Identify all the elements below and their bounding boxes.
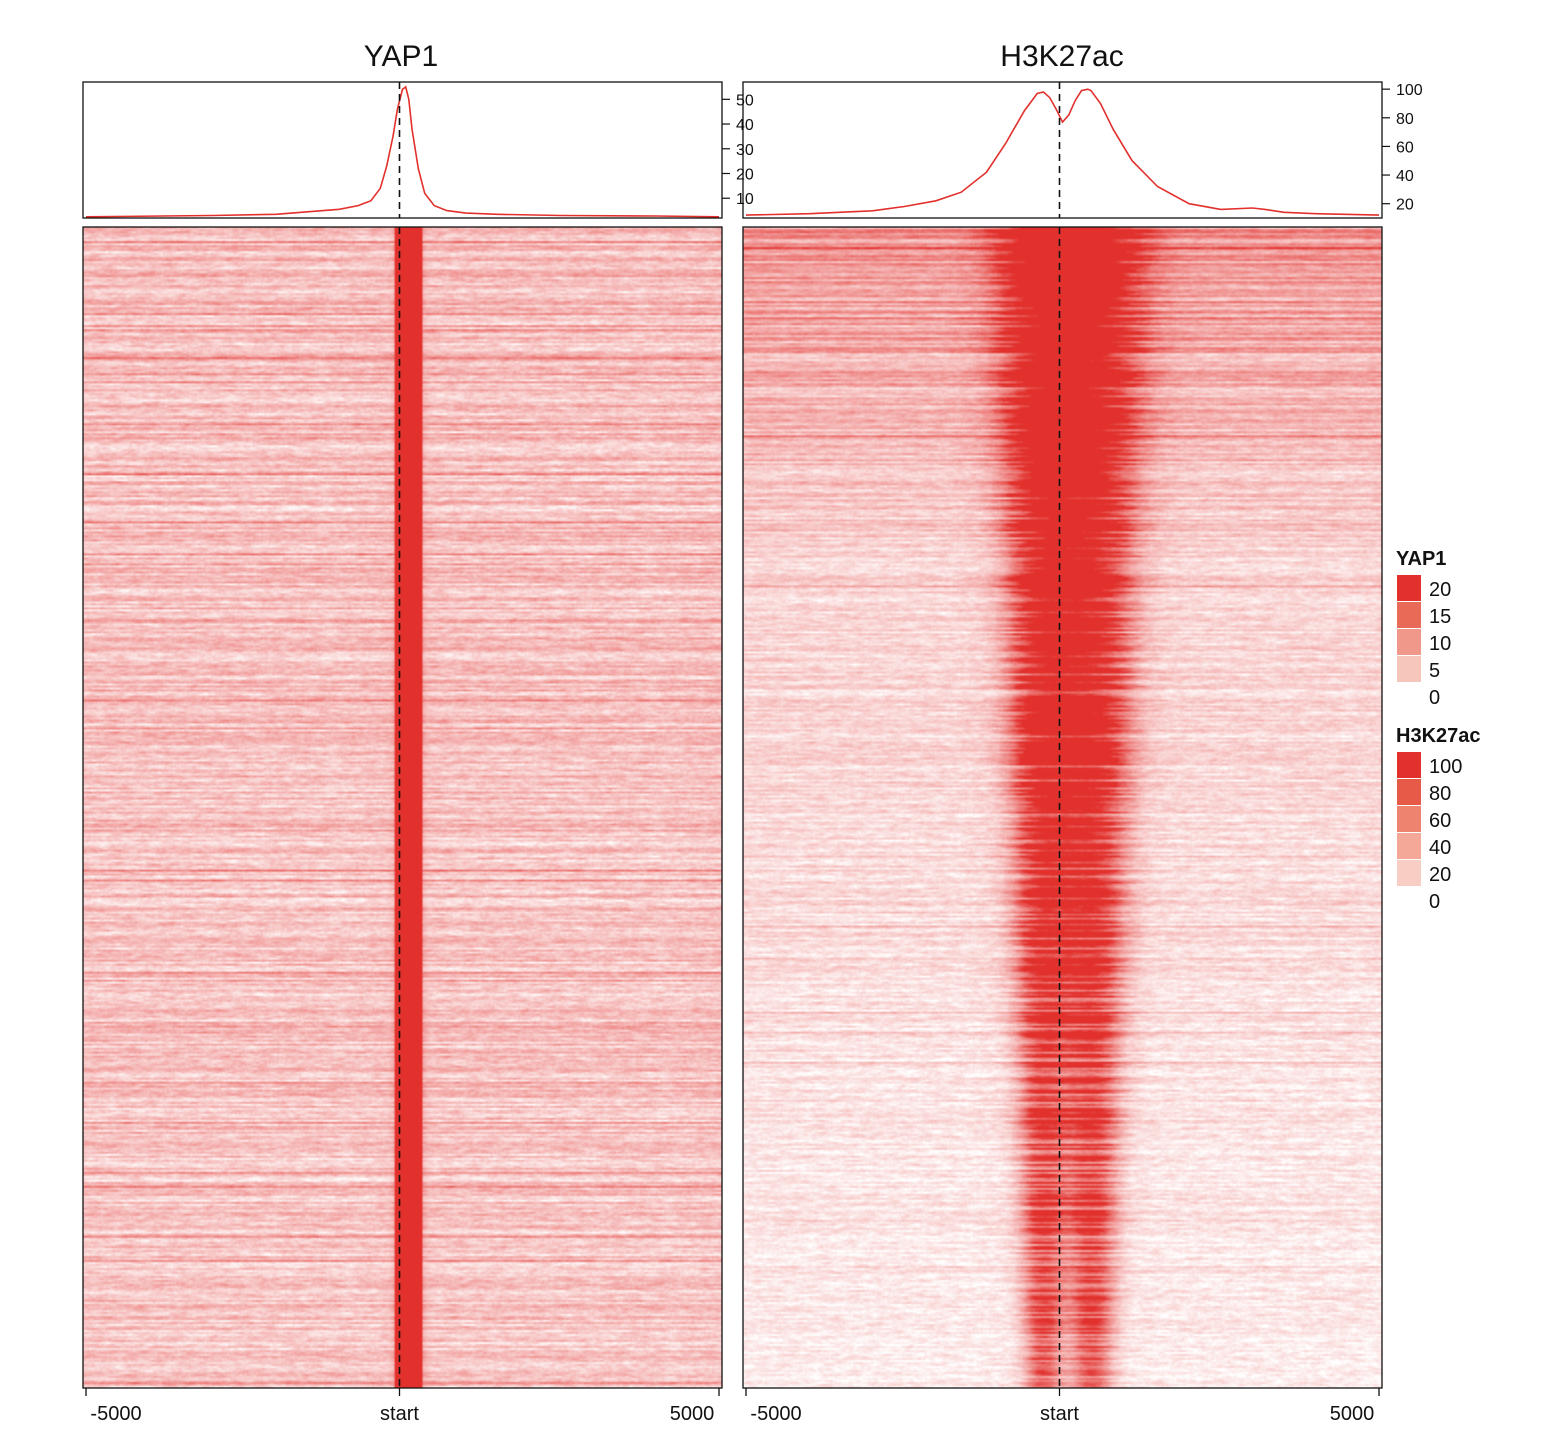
legend-swatch — [1397, 629, 1421, 655]
legend-swatch — [1397, 656, 1421, 682]
profile-frame-yap1 — [82, 81, 723, 219]
legend-yap1: YAP1 20 15 10 5 0 — [1396, 548, 1451, 709]
profile-line-yap1 — [85, 85, 720, 218]
profile-y-axis-yap1: 10 20 30 40 50 — [722, 92, 754, 208]
legend-swatch — [1397, 575, 1421, 601]
legend-title: YAP1 — [1396, 548, 1446, 570]
legend-label: 5 — [1429, 660, 1440, 682]
legend-label: 0 — [1429, 687, 1440, 709]
legend-label: 60 — [1429, 810, 1451, 832]
y-tick-label: 60 — [1396, 139, 1414, 156]
profile-line-h3k27ac — [745, 88, 1380, 216]
x-tick-label: start — [380, 1403, 419, 1425]
x-tick-label: start — [1040, 1403, 1079, 1425]
legend-label: 0 — [1429, 891, 1440, 913]
x-tick-label: -5000 — [90, 1403, 141, 1425]
legend-label: 20 — [1429, 864, 1451, 886]
x-axis-yap1: -5000 start 5000 — [85, 1388, 720, 1425]
legend-h3k27ac: H3K27ac 100 80 60 40 20 0 — [1396, 725, 1481, 913]
legend-label: 20 — [1429, 579, 1451, 601]
y-tick-label: 40 — [736, 117, 754, 134]
profile-frame-h3k27ac — [742, 81, 1383, 219]
legend-label: 10 — [1429, 633, 1451, 655]
y-tick-label: 10 — [736, 191, 754, 208]
y-tick-label: 20 — [736, 166, 754, 183]
legend-label: 100 — [1429, 756, 1462, 778]
y-tick-label: 50 — [736, 92, 754, 109]
y-tick-label: 40 — [1396, 168, 1414, 185]
x-axis-h3k27ac: -5000 start 5000 — [745, 1388, 1380, 1425]
x-tick-label: -5000 — [750, 1403, 801, 1425]
y-tick-label: 30 — [736, 142, 754, 159]
legend-swatch — [1397, 860, 1421, 886]
profile-y-axis-h3k27ac: 20 40 60 80 100 — [1382, 82, 1423, 214]
x-tick-label: 5000 — [670, 1403, 715, 1425]
legend-swatch — [1397, 779, 1421, 805]
legend-title: H3K27ac — [1396, 725, 1481, 747]
x-tick-label: 5000 — [1330, 1403, 1375, 1425]
panel-title-h3k27ac: H3K27ac — [1000, 40, 1123, 73]
legend-label: 40 — [1429, 837, 1451, 859]
y-tick-label: 100 — [1396, 82, 1423, 99]
legend-swatch — [1397, 602, 1421, 628]
heatmap-frame-h3k27ac — [742, 226, 1383, 1389]
legend-swatch — [1397, 806, 1421, 832]
legend-swatch — [1397, 752, 1421, 778]
y-tick-label: 80 — [1396, 111, 1414, 128]
heatmap-frame-yap1 — [82, 226, 723, 1389]
heatmap-h3k27ac — [743, 227, 1382, 1388]
legend-label: 80 — [1429, 783, 1451, 805]
panel-title-yap1: YAP1 — [364, 40, 439, 73]
y-tick-label: 20 — [1396, 197, 1414, 214]
legend-swatch — [1397, 833, 1421, 859]
legend-label: 15 — [1429, 606, 1451, 628]
heatmap-yap1 — [83, 227, 722, 1388]
